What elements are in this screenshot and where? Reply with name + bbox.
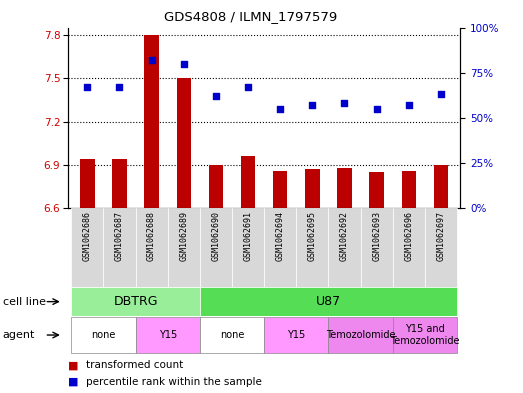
- Text: GSM1062692: GSM1062692: [340, 211, 349, 261]
- Text: GSM1062694: GSM1062694: [276, 211, 285, 261]
- Text: GSM1062690: GSM1062690: [211, 211, 220, 261]
- Bar: [200, 317, 264, 353]
- Bar: [135, 317, 200, 353]
- Text: GSM1062688: GSM1062688: [147, 211, 156, 261]
- Bar: [71, 287, 200, 316]
- Bar: [71, 208, 104, 287]
- Bar: [369, 172, 384, 208]
- Text: cell line: cell line: [3, 297, 46, 307]
- Bar: [232, 208, 264, 287]
- Bar: [305, 169, 320, 208]
- Bar: [144, 35, 159, 208]
- Point: [147, 57, 156, 63]
- Point: [212, 93, 220, 99]
- Bar: [264, 317, 328, 353]
- Text: Y15: Y15: [287, 330, 305, 340]
- Text: none: none: [91, 330, 116, 340]
- Bar: [328, 208, 360, 287]
- Text: percentile rank within the sample: percentile rank within the sample: [86, 377, 262, 387]
- Bar: [135, 208, 168, 287]
- Text: GSM1062693: GSM1062693: [372, 211, 381, 261]
- Text: GSM1062696: GSM1062696: [404, 211, 413, 261]
- Text: GSM1062691: GSM1062691: [244, 211, 253, 261]
- Bar: [200, 208, 232, 287]
- Bar: [176, 78, 191, 208]
- Point: [372, 106, 381, 112]
- Point: [115, 84, 123, 90]
- Text: GSM1062686: GSM1062686: [83, 211, 92, 261]
- Text: GSM1062695: GSM1062695: [308, 211, 317, 261]
- Text: GSM1062697: GSM1062697: [437, 211, 446, 261]
- Bar: [434, 165, 448, 208]
- Point: [83, 84, 92, 90]
- Bar: [71, 317, 135, 353]
- Text: Y15 and
Temozolomide: Y15 and Temozolomide: [390, 324, 460, 346]
- Text: ■: ■: [68, 360, 78, 371]
- Text: Y15: Y15: [158, 330, 177, 340]
- Bar: [402, 171, 416, 208]
- Bar: [104, 208, 135, 287]
- Text: GSM1062689: GSM1062689: [179, 211, 188, 261]
- Point: [437, 91, 445, 97]
- Bar: [273, 171, 288, 208]
- Point: [340, 100, 349, 107]
- Text: GDS4808 / ILMN_1797579: GDS4808 / ILMN_1797579: [164, 10, 338, 23]
- Point: [179, 61, 188, 67]
- Bar: [296, 208, 328, 287]
- Bar: [360, 208, 393, 287]
- Point: [244, 84, 252, 90]
- Bar: [241, 156, 255, 208]
- Bar: [112, 159, 127, 208]
- Text: GSM1062687: GSM1062687: [115, 211, 124, 261]
- Bar: [200, 287, 457, 316]
- Text: Temozolomide: Temozolomide: [326, 330, 395, 340]
- Text: transformed count: transformed count: [86, 360, 184, 371]
- Bar: [328, 317, 393, 353]
- Text: U87: U87: [316, 295, 341, 308]
- Text: agent: agent: [3, 330, 35, 340]
- Bar: [393, 317, 457, 353]
- Bar: [337, 168, 352, 208]
- Bar: [425, 208, 457, 287]
- Point: [276, 106, 285, 112]
- Bar: [264, 208, 296, 287]
- Point: [308, 102, 316, 108]
- Text: DBTRG: DBTRG: [113, 295, 158, 308]
- Bar: [168, 208, 200, 287]
- Point: [405, 102, 413, 108]
- Bar: [209, 165, 223, 208]
- Bar: [80, 159, 95, 208]
- Bar: [393, 208, 425, 287]
- Text: ■: ■: [68, 377, 78, 387]
- Text: none: none: [220, 330, 244, 340]
